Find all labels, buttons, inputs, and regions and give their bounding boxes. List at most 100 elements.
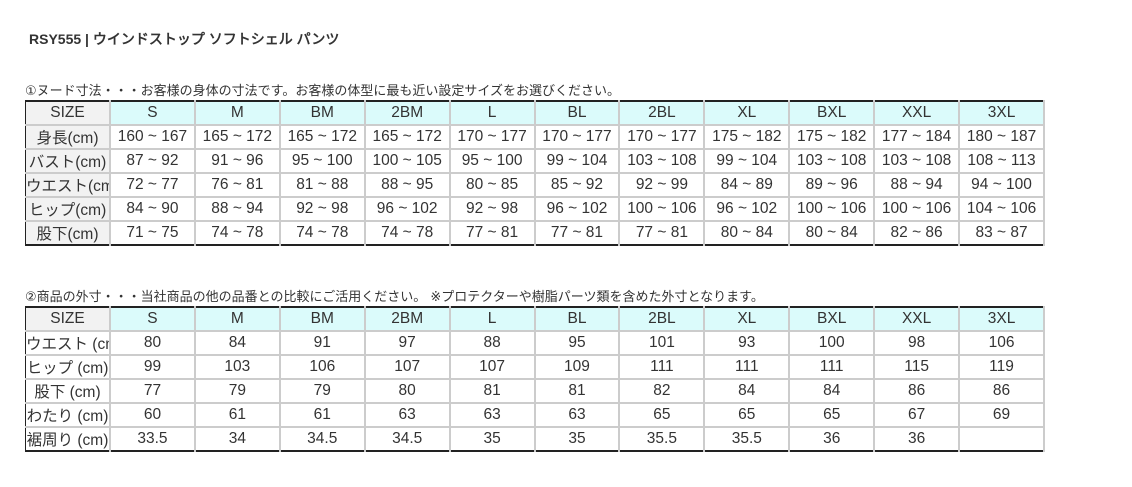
- table-cell: 74 ~ 78: [363, 220, 451, 245]
- table-row: 股下 (cm) 77 79 79 80 81 81 82 84 84 86 86: [25, 378, 1045, 404]
- nude-size-table: SIZE S M BM 2BM L BL 2BL XL BXL XXL 3XL 身長(cm) 160 ~ …: [25, 100, 1045, 246]
- table-cell: 79: [278, 378, 366, 404]
- row-label: ウエスト(cm: [25, 172, 111, 198]
- garment-size-caption: ②商品の外寸・・・当社商品の他の品番との比較にご活用ください。 ※プロテクターや…: [25, 290, 764, 305]
- table-cell: 36: [788, 426, 876, 451]
- size-column-header: XXL: [873, 307, 961, 332]
- table-cell: 34.5: [278, 426, 366, 451]
- table-row: 裾周り (cm) 33.5 34 34.5 34.5 35 35 35.5 35.5 36 36: [25, 426, 1045, 451]
- table-cell: 80 ~ 85: [448, 172, 536, 198]
- table-cell: 35.5: [618, 426, 706, 451]
- size-column-header: BM: [278, 101, 366, 126]
- size-column-header: M: [193, 101, 281, 126]
- table-cell: 74 ~ 78: [193, 220, 281, 245]
- nude-size-caption: ①ヌード寸法・・・お客様の身体の寸法です。お客様の体型に最も近い設定サイズをお選…: [25, 84, 620, 99]
- table-cell: 35: [448, 426, 536, 451]
- table-cell: 83 ~ 87: [958, 220, 1045, 245]
- table-cell: 88 ~ 95: [363, 172, 451, 198]
- table-row: 股下(cm) 71 ~ 75 74 ~ 78 74 ~ 78 74 ~ 78 77 ~ 8…: [25, 220, 1045, 245]
- table-cell: 99 ~ 104: [703, 148, 791, 174]
- size-column-header: S: [109, 307, 196, 332]
- table-cell: 106: [958, 330, 1045, 356]
- table-cell: 170 ~ 177: [448, 124, 536, 150]
- table-cell: 76 ~ 81: [193, 172, 281, 198]
- size-header-label: SIZE: [25, 307, 111, 332]
- table-cell: 77 ~ 81: [533, 220, 621, 245]
- table-cell: 71 ~ 75: [109, 220, 196, 245]
- size-header-row: SIZE S M BM 2BM L BL 2BL XL BXL XXL 3XL: [25, 101, 1045, 126]
- table-row: ウエスト (cm 80 84 91 97 88 95 101 93 100 98 106: [25, 330, 1045, 356]
- table-cell: 81 ~ 88: [278, 172, 366, 198]
- table-cell: 109: [533, 354, 621, 380]
- table-cell: 79: [193, 378, 281, 404]
- table-cell: 88 ~ 94: [873, 172, 961, 198]
- table-cell: 88: [448, 330, 536, 356]
- table-cell: 34: [193, 426, 281, 451]
- table-cell: 35: [533, 426, 621, 451]
- table-cell: 160 ~ 167: [109, 124, 196, 150]
- table-cell: 61: [193, 402, 281, 428]
- table-cell: 91 ~ 96: [193, 148, 281, 174]
- size-header-label: SIZE: [25, 101, 111, 126]
- size-header-row: SIZE S M BM 2BM L BL 2BL XL BXL XXL 3XL: [25, 307, 1045, 332]
- table-cell: 81: [448, 378, 536, 404]
- size-column-header: S: [109, 101, 196, 126]
- table-cell: 35.5: [703, 426, 791, 451]
- table-cell: 95 ~ 100: [278, 148, 366, 174]
- row-label: ヒップ (cm): [25, 354, 111, 380]
- table-cell: 36: [873, 426, 961, 451]
- table-cell: 63: [363, 402, 451, 428]
- row-label: ウエスト (cm: [25, 330, 111, 356]
- table-cell: 97: [363, 330, 451, 356]
- size-column-header: L: [448, 307, 536, 332]
- table-cell: 99 ~ 104: [533, 148, 621, 174]
- table-cell: 88 ~ 94: [193, 196, 281, 222]
- table-cell: 92 ~ 99: [618, 172, 706, 198]
- table-cell: 34.5: [363, 426, 451, 451]
- table-cell: 74 ~ 78: [278, 220, 366, 245]
- table-cell: 106: [278, 354, 366, 380]
- row-label: 股下(cm): [25, 220, 111, 245]
- table-cell: 96 ~ 102: [533, 196, 621, 222]
- table-cell: 67: [873, 402, 961, 428]
- row-label: バスト(cm): [25, 148, 111, 174]
- table-cell: 84: [703, 378, 791, 404]
- table-cell: 65: [788, 402, 876, 428]
- table-row: ヒップ (cm) 99 103 106 107 107 109 111 111 111 115 119: [25, 354, 1045, 380]
- table-cell: 63: [448, 402, 536, 428]
- table-cell: 100 ~ 106: [873, 196, 961, 222]
- table-cell: 100 ~ 105: [363, 148, 451, 174]
- table-cell: 80: [109, 330, 196, 356]
- table-cell: 77 ~ 81: [448, 220, 536, 245]
- table-cell: 96 ~ 102: [363, 196, 451, 222]
- table-cell: 93: [703, 330, 791, 356]
- table-cell: 84: [788, 378, 876, 404]
- table-cell: 165 ~ 172: [363, 124, 451, 150]
- table-cell: 80: [363, 378, 451, 404]
- table-cell: 89 ~ 96: [788, 172, 876, 198]
- table-cell: 77: [109, 378, 196, 404]
- size-column-header: BXL: [788, 101, 876, 126]
- size-column-header: 2BM: [363, 101, 451, 126]
- table-cell: 175 ~ 182: [703, 124, 791, 150]
- table-cell: 175 ~ 182: [788, 124, 876, 150]
- table-cell: 115: [873, 354, 961, 380]
- table-cell: 60: [109, 402, 196, 428]
- table-cell: 100: [788, 330, 876, 356]
- table-cell: 86: [873, 378, 961, 404]
- table-row: バスト(cm) 87 ~ 92 91 ~ 96 95 ~ 100 100 ~ 105 95…: [25, 148, 1045, 174]
- size-column-header: XL: [703, 101, 791, 126]
- table-cell: 111: [618, 354, 706, 380]
- table-cell: 111: [703, 354, 791, 380]
- table-cell: 69: [958, 402, 1045, 428]
- size-column-header: BM: [278, 307, 366, 332]
- table-cell: 82: [618, 378, 706, 404]
- table-cell: [958, 426, 1045, 451]
- table-cell: 80 ~ 84: [703, 220, 791, 245]
- table-cell: 95: [533, 330, 621, 356]
- page-title: RSY555 | ウインドストップ ソフトシェル パンツ: [29, 31, 340, 47]
- table-row: ヒップ(cm) 84 ~ 90 88 ~ 94 92 ~ 98 96 ~ 102 92 ~…: [25, 196, 1045, 222]
- table-cell: 81: [533, 378, 621, 404]
- size-column-header: M: [193, 307, 281, 332]
- table-cell: 80 ~ 84: [788, 220, 876, 245]
